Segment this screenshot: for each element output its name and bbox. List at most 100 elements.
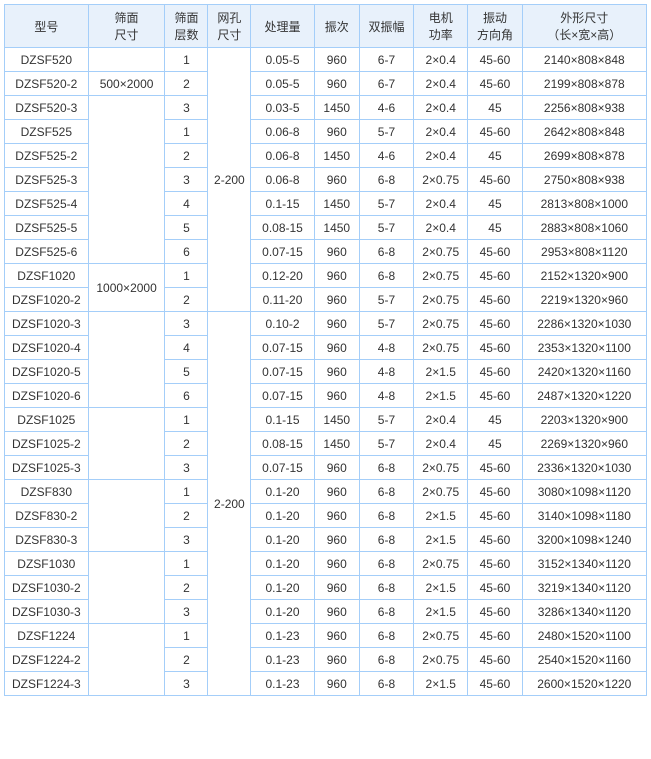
- cell-model: DZSF1224: [5, 624, 89, 648]
- cell-layers: 5: [165, 360, 208, 384]
- cell-cap: 0.1-20: [251, 480, 314, 504]
- cell-amp: 5-7: [359, 312, 413, 336]
- cell-model: DZSF1025: [5, 408, 89, 432]
- cell-layers: 3: [165, 168, 208, 192]
- cell-freq: 960: [314, 528, 359, 552]
- cell-power: 2×1.5: [414, 576, 468, 600]
- cell-freq: 960: [314, 288, 359, 312]
- cell-power: 2×0.75: [414, 168, 468, 192]
- cell-angle: 45-60: [468, 120, 522, 144]
- cell-power: 2×0.75: [414, 288, 468, 312]
- col-size: 筛面尺寸: [88, 5, 165, 48]
- cell-cap: 0.07-15: [251, 240, 314, 264]
- cell-layers: 2: [165, 504, 208, 528]
- cell-layers: 1: [165, 120, 208, 144]
- cell-angle: 45-60: [468, 360, 522, 384]
- cell-model: DZSF1020-4: [5, 336, 89, 360]
- cell-amp: 4-6: [359, 96, 413, 120]
- cell-cap: 0.07-15: [251, 384, 314, 408]
- cell-angle: 45-60: [468, 672, 522, 696]
- cell-cap: 0.07-15: [251, 336, 314, 360]
- cell-model: DZSF525-2: [5, 144, 89, 168]
- cell-freq: 960: [314, 312, 359, 336]
- cell-angle: 45-60: [468, 312, 522, 336]
- cell-angle: 45-60: [468, 168, 522, 192]
- cell-power: 2×0.75: [414, 552, 468, 576]
- cell-mesh: 2-200: [208, 48, 251, 312]
- cell-angle: 45: [468, 216, 522, 240]
- cell-layers: 2: [165, 432, 208, 456]
- cell-freq: 960: [314, 336, 359, 360]
- header-row: 型号 筛面尺寸 筛面层数 网孔尺寸 处理量 振次 双振幅 电机功率 振动方向角 …: [5, 5, 647, 48]
- cell-model: DZSF525-3: [5, 168, 89, 192]
- cell-model: DZSF1020: [5, 264, 89, 288]
- cell-amp: 6-8: [359, 480, 413, 504]
- cell-layers: 6: [165, 384, 208, 408]
- cell-model: DZSF525-4: [5, 192, 89, 216]
- cell-layers: 3: [165, 672, 208, 696]
- cell-layers: 1: [165, 552, 208, 576]
- cell-freq: 960: [314, 456, 359, 480]
- cell-amp: 6-8: [359, 528, 413, 552]
- cell-dim: 2480×1520×1100: [522, 624, 646, 648]
- cell-amp: 5-7: [359, 408, 413, 432]
- cell-cap: 0.1-20: [251, 552, 314, 576]
- cell-dim: 2642×808×848: [522, 120, 646, 144]
- cell-power: 2×0.75: [414, 456, 468, 480]
- cell-dim: 2286×1320×1030: [522, 312, 646, 336]
- cell-dim: 2953×808×1120: [522, 240, 646, 264]
- cell-layers: 2: [165, 288, 208, 312]
- cell-amp: 5-7: [359, 288, 413, 312]
- cell-cap: 0.1-23: [251, 672, 314, 696]
- cell-model: DZSF1025-2: [5, 432, 89, 456]
- cell-power: 2×1.5: [414, 384, 468, 408]
- cell-model: DZSF1020-5: [5, 360, 89, 384]
- cell-layers: 1: [165, 264, 208, 288]
- cell-model: DZSF520-2: [5, 72, 89, 96]
- cell-dim: 2540×1520×1160: [522, 648, 646, 672]
- cell-power: 2×0.75: [414, 264, 468, 288]
- cell-dim: 3200×1098×1240: [522, 528, 646, 552]
- cell-layers: 1: [165, 624, 208, 648]
- cell-freq: 960: [314, 672, 359, 696]
- cell-power: 2×0.75: [414, 648, 468, 672]
- cell-cap: 0.05-5: [251, 48, 314, 72]
- cell-amp: 6-8: [359, 552, 413, 576]
- cell-layers: 1: [165, 48, 208, 72]
- cell-model: DZSF1020-2: [5, 288, 89, 312]
- cell-model: DZSF1030-2: [5, 576, 89, 600]
- cell-angle: 45-60: [468, 288, 522, 312]
- col-power: 电机功率: [414, 5, 468, 48]
- cell-amp: 5-7: [359, 192, 413, 216]
- cell-layers: 2: [165, 72, 208, 96]
- cell-model: DZSF1025-3: [5, 456, 89, 480]
- cell-freq: 960: [314, 648, 359, 672]
- table-row: DZSF103010.1-209606-82×0.7545-603152×134…: [5, 552, 647, 576]
- cell-freq: 960: [314, 504, 359, 528]
- cell-cap: 0.10-2: [251, 312, 314, 336]
- cell-dim: 2813×808×1000: [522, 192, 646, 216]
- col-amp: 双振幅: [359, 5, 413, 48]
- cell-size: 1000×2000: [88, 264, 165, 312]
- cell-cap: 0.06-8: [251, 120, 314, 144]
- cell-angle: 45-60: [468, 528, 522, 552]
- cell-size: [88, 96, 165, 264]
- cell-cap: 0.06-8: [251, 144, 314, 168]
- cell-model: DZSF830: [5, 480, 89, 504]
- cell-cap: 0.05-5: [251, 72, 314, 96]
- table-row: DZSF122410.1-239606-82×0.7545-602480×152…: [5, 624, 647, 648]
- table-body: DZSF52012-2000.05-59606-72×0.445-602140×…: [5, 48, 647, 696]
- cell-power: 2×0.75: [414, 336, 468, 360]
- cell-freq: 960: [314, 120, 359, 144]
- cell-model: DZSF1030: [5, 552, 89, 576]
- cell-layers: 4: [165, 192, 208, 216]
- cell-freq: 1450: [314, 192, 359, 216]
- cell-angle: 45-60: [468, 600, 522, 624]
- cell-dim: 2199×808×878: [522, 72, 646, 96]
- cell-freq: 960: [314, 480, 359, 504]
- cell-angle: 45: [468, 96, 522, 120]
- cell-angle: 45: [468, 408, 522, 432]
- cell-model: DZSF520: [5, 48, 89, 72]
- cell-dim: 3152×1340×1120: [522, 552, 646, 576]
- cell-freq: 960: [314, 168, 359, 192]
